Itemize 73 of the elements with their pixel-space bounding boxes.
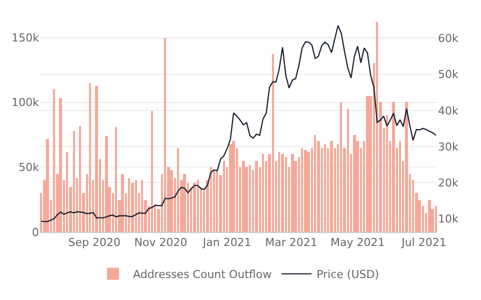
- bar: [249, 165, 251, 232]
- bar: [242, 161, 245, 232]
- bar: [304, 150, 307, 232]
- bar: [301, 148, 303, 232]
- y2-tick-label: 20k: [438, 176, 459, 190]
- bar: [229, 144, 232, 232]
- bar: [285, 157, 287, 232]
- bar: [386, 115, 388, 232]
- bar: [262, 154, 264, 232]
- bar: [399, 141, 401, 232]
- bar: [183, 174, 186, 232]
- bar: [197, 180, 199, 232]
- bar: [340, 102, 342, 232]
- bar: [307, 152, 310, 232]
- x-tick-label: Mar 2021: [265, 236, 318, 250]
- bar: [353, 135, 356, 232]
- bar: [291, 154, 294, 232]
- legend-label: Price (USD): [316, 268, 379, 282]
- bar: [281, 154, 284, 232]
- bar: [324, 144, 326, 232]
- x-tick-label: May 2021: [330, 236, 385, 250]
- bar: [190, 187, 192, 232]
- bar: [232, 141, 235, 232]
- x-tick-label: Jul 2021: [400, 236, 446, 250]
- bar: [255, 161, 258, 232]
- bar: [435, 206, 437, 232]
- bar: [405, 102, 408, 232]
- bar: [73, 131, 75, 232]
- bar: [314, 135, 316, 232]
- bar: [46, 139, 49, 232]
- x-tick-label: Jan 2021: [202, 236, 252, 250]
- legend-label: Addresses Count Outflow: [133, 268, 272, 282]
- bar: [89, 83, 91, 232]
- bar: [216, 171, 218, 232]
- bar: [135, 180, 137, 232]
- bar: [272, 54, 274, 232]
- bar: [115, 127, 117, 232]
- bar: [95, 86, 98, 232]
- bar: [210, 167, 212, 232]
- y2-tick-label: 10k: [438, 212, 459, 226]
- bar: [193, 183, 196, 232]
- bar: [366, 96, 369, 232]
- y2-tick-label: 60k: [438, 32, 459, 46]
- y-tick-label: 100k: [12, 96, 40, 110]
- bar: [177, 148, 179, 232]
- bar: [278, 152, 280, 232]
- bar: [128, 178, 130, 232]
- bar: [105, 136, 108, 232]
- y2-tick-label: 30k: [438, 140, 459, 154]
- bar: [347, 109, 349, 232]
- x-tick-label: Nov 2020: [134, 236, 188, 250]
- y2-tick-label: 50k: [438, 68, 459, 82]
- y-tick-label: 0: [32, 226, 39, 239]
- bar: [213, 170, 215, 232]
- line-series: [40, 25, 437, 222]
- bar: [330, 141, 333, 232]
- bar: [164, 38, 166, 232]
- bar: [59, 98, 62, 232]
- bar: [170, 170, 173, 232]
- y-tick-label: 50k: [18, 161, 40, 174]
- bar: [376, 22, 378, 232]
- bar: [141, 180, 143, 232]
- y-tick-label: 150k: [12, 31, 40, 44]
- bar: [53, 89, 55, 232]
- bar: [121, 174, 124, 232]
- bar: [151, 111, 153, 232]
- bar: [79, 126, 81, 232]
- y2-tick-label: 40k: [438, 104, 459, 118]
- bar: [66, 152, 68, 232]
- x-tick-label: Sep 2020: [68, 236, 120, 250]
- bar: [223, 161, 225, 232]
- bar: [428, 200, 431, 232]
- bar: [392, 102, 395, 232]
